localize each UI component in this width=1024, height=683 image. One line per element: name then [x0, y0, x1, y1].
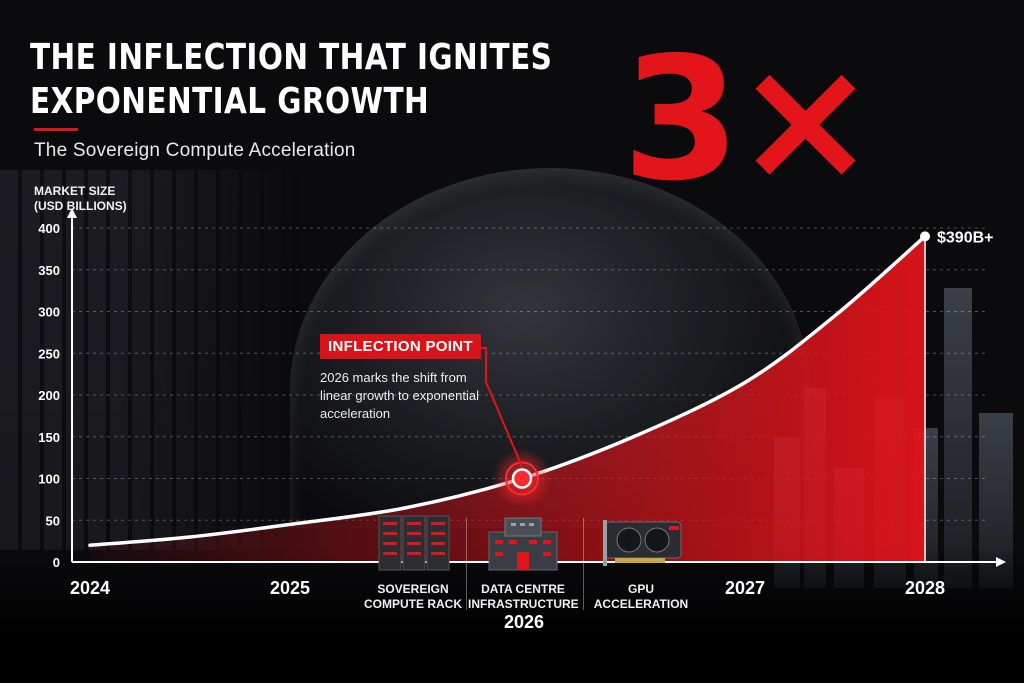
y-tick-label: 0	[53, 555, 60, 570]
x-tick-label: 2024	[70, 578, 110, 598]
y-axis-title: MARKET SIZE (USD BILLIONS)	[34, 184, 127, 213]
x-tick-label: 2027	[725, 578, 765, 598]
y-tick-label: 300	[38, 305, 60, 320]
x-axis-arrow	[996, 557, 1006, 567]
icon-label-datacentre: DATA CENTRE INFRASTRUCTURE	[468, 582, 579, 611]
inflection-ring	[505, 461, 539, 496]
y-tick-label: 250	[38, 346, 60, 361]
title-accent-rule	[34, 128, 78, 131]
server-room-backdrop	[0, 170, 300, 550]
growth-multiplier: 3×	[622, 21, 877, 219]
icon-label-rack: SOVEREIGN COMPUTE RACK	[364, 582, 462, 611]
y-tick-label: 350	[38, 263, 60, 278]
y-tick-label: 400	[38, 221, 60, 236]
icon-card-gpu: GPU ACCELERATION	[586, 512, 696, 612]
inflection-callout: INFLECTION POINT 2026 marks the shift fr…	[320, 334, 500, 423]
y-tick-label: 150	[38, 430, 60, 445]
endpoint-marker	[920, 231, 930, 242]
icon-card-datacentre: DATA CENTRE INFRASTRUCTURE	[468, 512, 579, 612]
y-tick-label: 200	[38, 388, 60, 403]
endpoint-value-label: $390B+	[937, 229, 994, 246]
icon-label-gpu: GPU ACCELERATION	[593, 582, 689, 611]
icon-divider	[466, 518, 467, 610]
inflection-tag: INFLECTION POINT	[320, 334, 481, 359]
highlight-layer: $390B+	[470, 229, 994, 509]
growth-area-fill	[90, 236, 925, 562]
y-tick-label: 50	[46, 513, 60, 528]
x-tick-labels: 2024 2025 2027 2028	[70, 578, 945, 598]
server-rack-icon	[365, 512, 461, 574]
y-tick-label: 100	[38, 472, 60, 487]
x-tick-label-2026: 2026	[503, 612, 545, 632]
gpu-card-icon	[593, 512, 689, 574]
area-fill-layer	[90, 236, 926, 562]
inflection-marker	[511, 468, 533, 489]
page-subtitle: The Sovereign Compute Acceleration	[34, 140, 356, 161]
data-centre-building-icon	[475, 512, 571, 574]
inflection-description: 2026 marks the shift from linear growth …	[320, 370, 479, 421]
x-tick-label: 2028	[905, 578, 945, 598]
icon-strip: SOVEREIGN COMPUTE RACK DATA CENTRE INFRA…	[0, 512, 1024, 622]
y-tick-labels: 0 50 100 150 200 250 300 350 400	[38, 221, 60, 570]
icon-card-rack: SOVEREIGN COMPUTE RACK	[358, 512, 468, 612]
x-tick-label: 2025	[270, 578, 310, 598]
page-title: THE INFLECTION THAT IGNITES EXPONENTIAL …	[30, 37, 553, 122]
icon-divider	[583, 518, 584, 610]
y-axis-arrow	[67, 208, 77, 218]
